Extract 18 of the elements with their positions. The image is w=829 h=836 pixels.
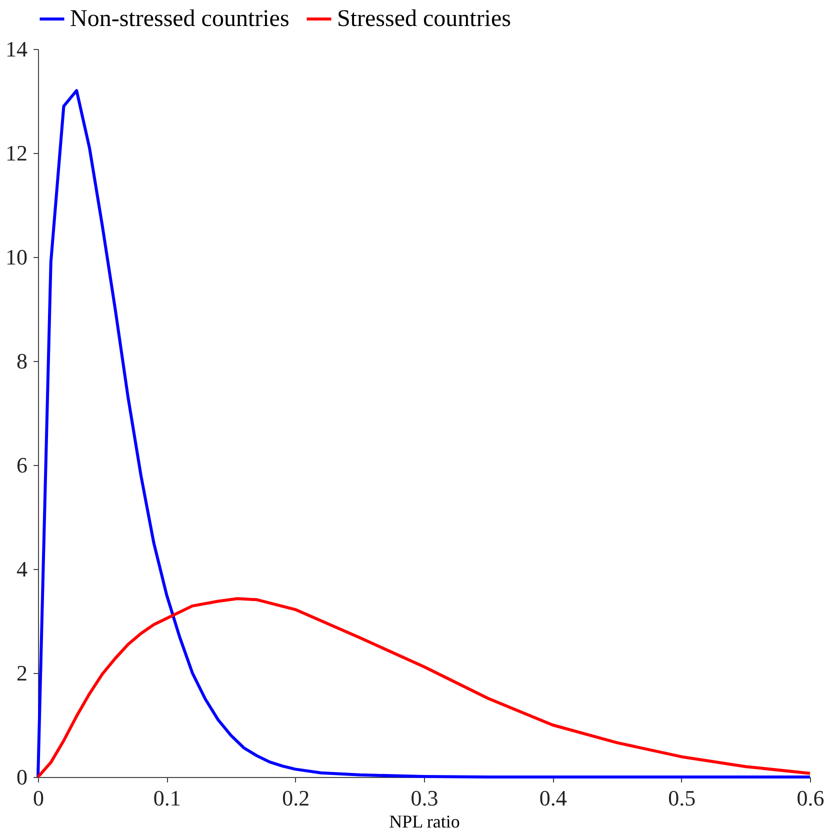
y-tick-label: 8	[16, 348, 28, 374]
x-tick-label: 0.2	[282, 786, 310, 810]
y-tick-label: 0	[16, 764, 28, 790]
x-tick-label: 0.3	[410, 786, 438, 810]
legend-label: Non-stressed countries	[70, 6, 290, 32]
x-axis-title: NPL ratio	[389, 812, 460, 832]
y-tick-label: 4	[16, 556, 28, 582]
x-tick-label: 0.1	[153, 786, 181, 810]
y-tick-label: 6	[16, 452, 28, 478]
legend-label: Stressed countries	[337, 6, 511, 32]
y-tick-label: 10	[6, 244, 28, 270]
x-tick-label: 0	[33, 786, 44, 810]
y-tick-label: 12	[6, 140, 28, 166]
x-tick-label: 0.5	[668, 786, 696, 810]
x-tick-label: 0.6	[796, 786, 824, 810]
y-tick-label: 14	[6, 36, 28, 62]
y-tick-label: 2	[16, 660, 28, 686]
x-tick-label: 0.4	[539, 786, 567, 810]
